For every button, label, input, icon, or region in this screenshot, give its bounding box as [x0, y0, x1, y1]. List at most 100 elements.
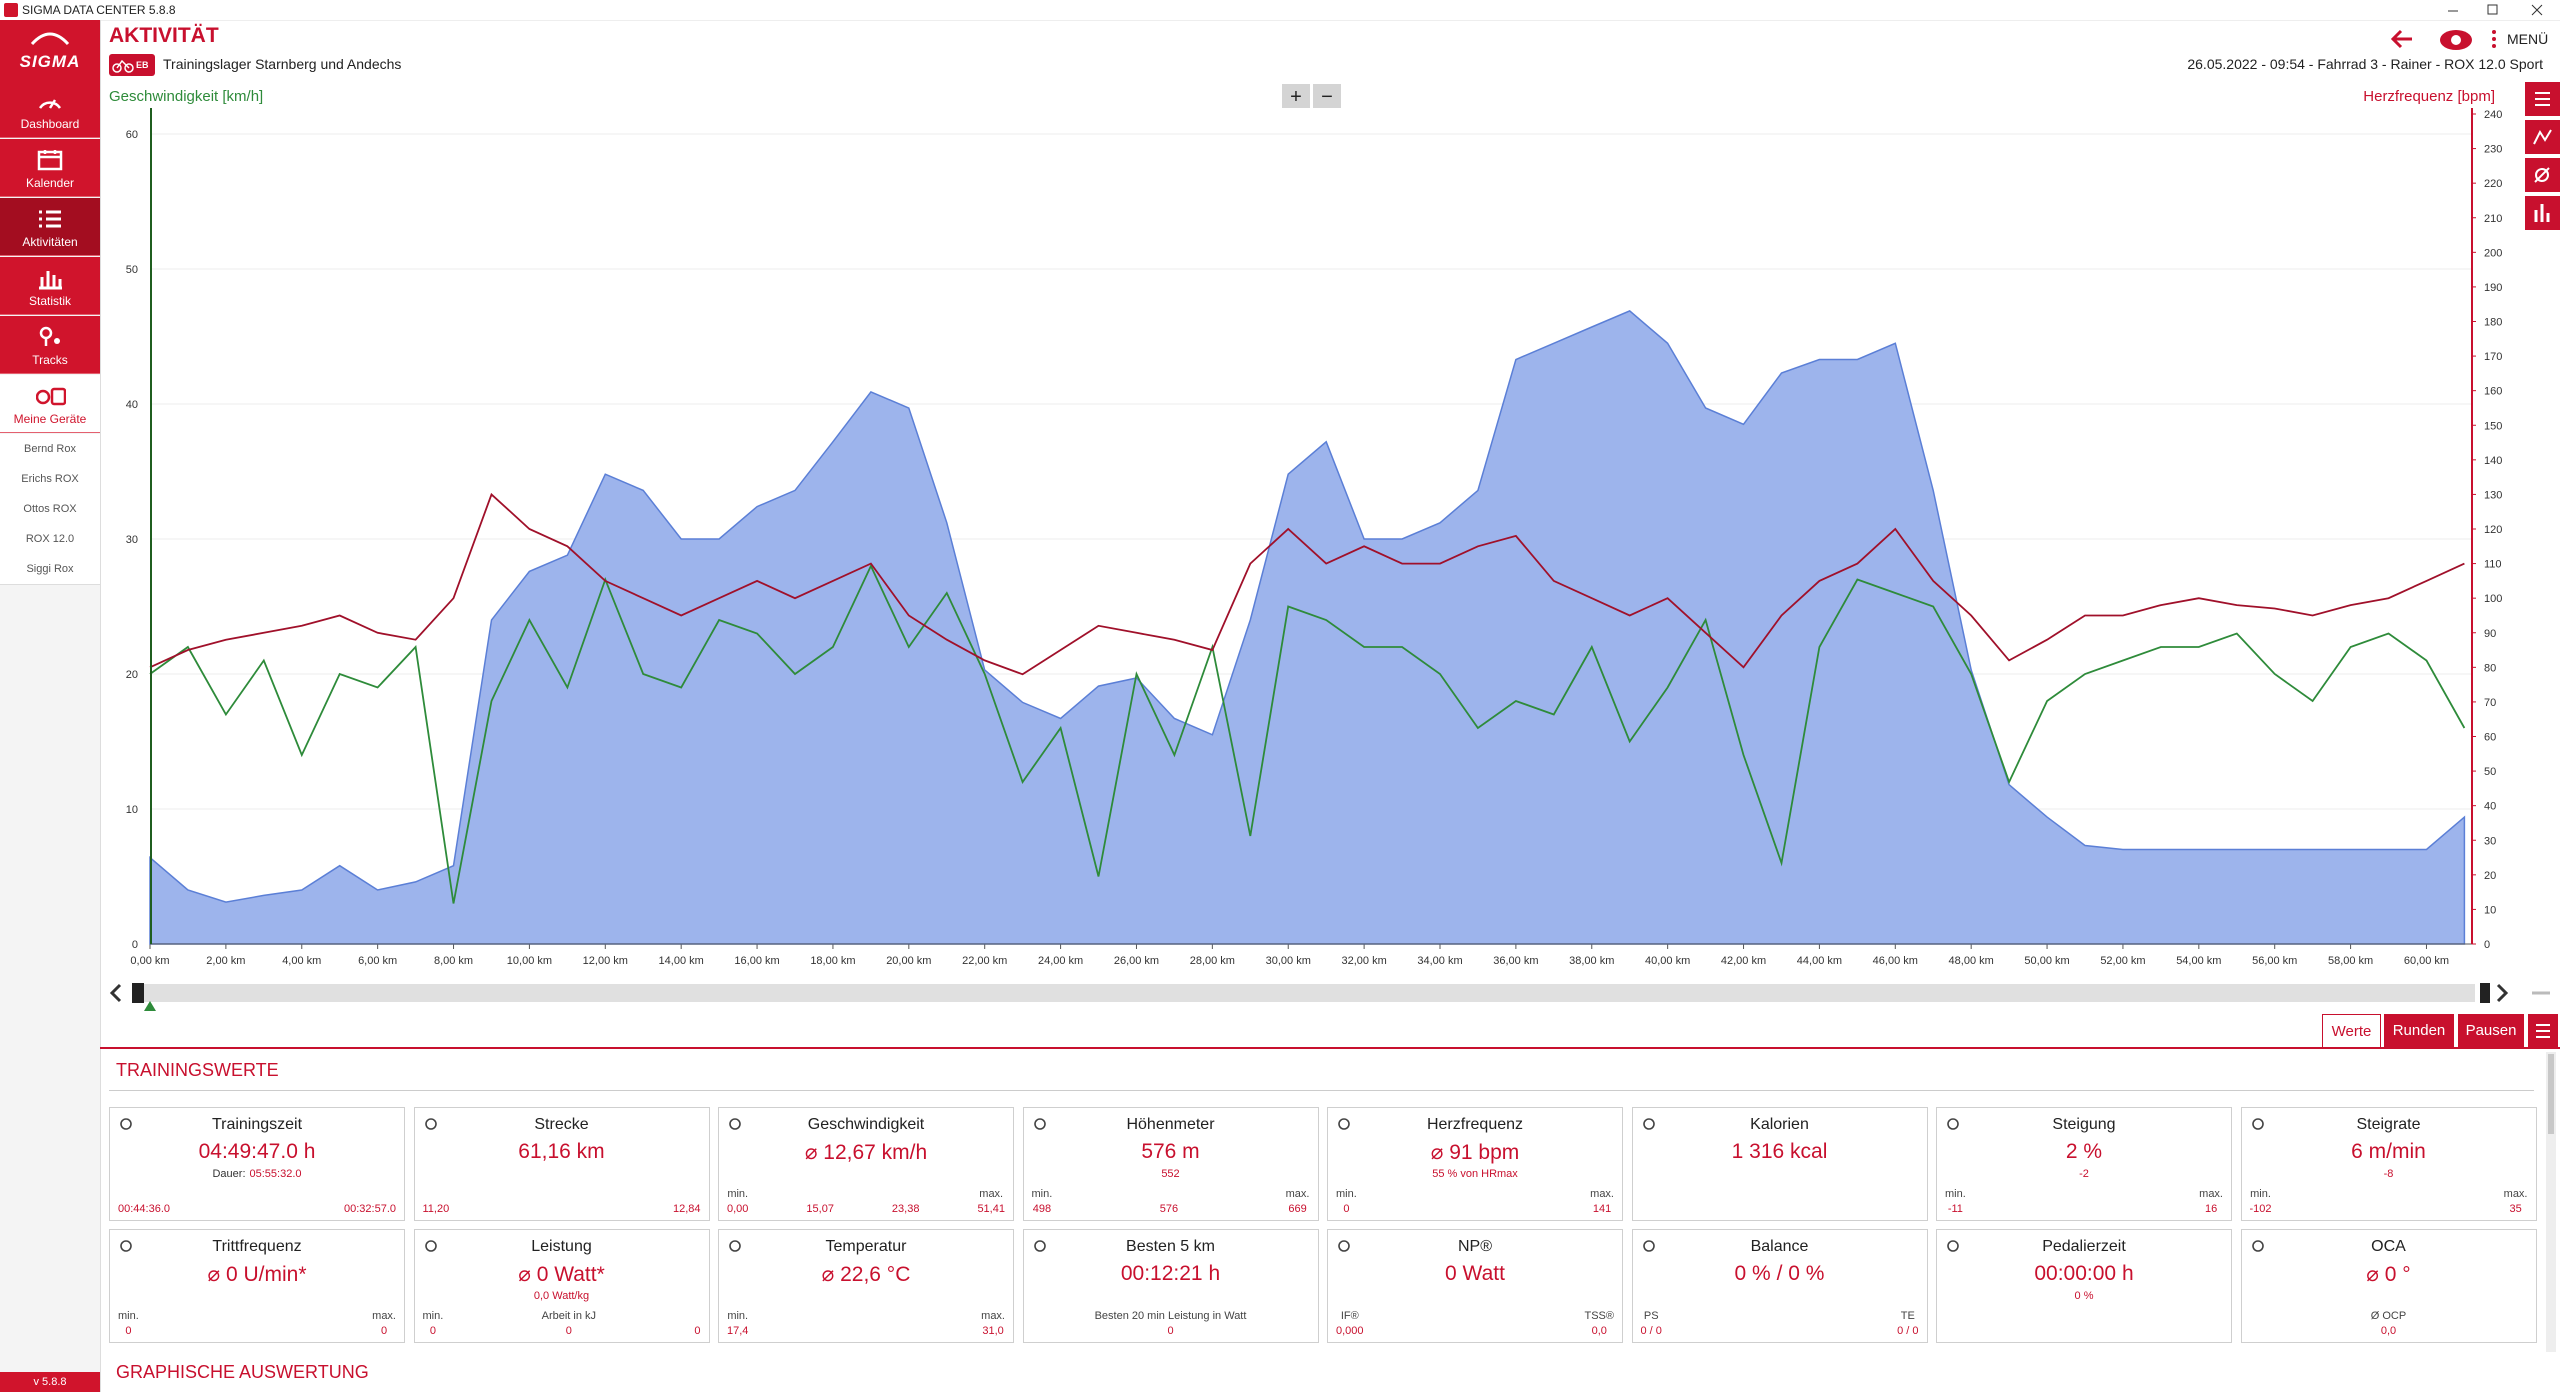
tab-runden[interactable]: Runden	[2384, 1014, 2454, 1047]
foot-value: 31,0	[982, 1325, 1004, 1337]
window-title: SIGMA DATA CENTER 5.8.8	[22, 3, 176, 17]
card-value: 04:49:47.0 h	[198, 1140, 316, 1163]
y2-tick-label: 180	[2484, 317, 2502, 329]
foot-value: -11	[1947, 1203, 1963, 1215]
nav-item[interactable]: Tracks	[0, 316, 100, 374]
stat-card: OCA ⌀ 0 ° Ø OCP 0,0	[2240, 1229, 2537, 1343]
timeline-scroller[interactable]	[100, 980, 2560, 1012]
device-item[interactable]: ROX 12.0	[0, 524, 100, 555]
zoom-in[interactable]: +	[1282, 84, 1310, 110]
header-icons[interactable]	[2390, 26, 2500, 52]
x-tick-label: 38,00 km	[1569, 955, 1614, 967]
foot-value: 0	[694, 1325, 701, 1337]
y2-tick-label: 230	[2484, 144, 2502, 156]
foot-item: max. 669	[1286, 1188, 1310, 1215]
foot-value: 0,00	[727, 1203, 749, 1215]
foot-item: max. 141	[1590, 1188, 1614, 1215]
y2-tick-label: 60	[2484, 732, 2496, 744]
foot-label: min.	[1945, 1188, 1966, 1200]
scroll-thumb[interactable]	[2548, 1054, 2554, 1134]
foot-value: 17,4	[727, 1325, 749, 1337]
nav-label: Kalender	[25, 176, 75, 190]
card-foot: min. -11 max. 16	[1945, 1188, 2223, 1215]
device-item[interactable]: Siggi Rox	[0, 554, 100, 585]
card-icon	[1947, 1240, 1959, 1252]
foot-label: min.	[2250, 1188, 2271, 1200]
tab-pausen[interactable]: Pausen	[2458, 1014, 2524, 1047]
card-title: Höhenmeter	[1126, 1116, 1215, 1133]
foot-value: 15,07	[806, 1203, 834, 1215]
foot-value: 23,38	[891, 1203, 920, 1215]
nav-item[interactable]: Aktivitäten	[0, 198, 100, 256]
device-item[interactable]: Bernd Rox	[0, 434, 100, 465]
card-foot: PS 0 / 0 TE 0 / 0	[1641, 1310, 1919, 1337]
x-tick-label: 12,00 km	[583, 955, 628, 967]
x-tick-label: 46,00 km	[1873, 955, 1918, 967]
card-title: Trittfrequenz	[212, 1238, 302, 1255]
window-controls[interactable]	[2440, 2, 2560, 18]
nav-item[interactable]: Statistik	[0, 257, 100, 315]
nav-label: Dashboard	[20, 117, 80, 131]
y2-tick-label: 0	[2484, 939, 2490, 951]
device-item[interactable]: Erichs ROX	[0, 464, 100, 495]
card-title: Herzfrequenz	[1426, 1116, 1524, 1133]
stat-card: Höhenmeter 576 m 552 min. 498 576 max. 669	[1022, 1107, 1319, 1221]
y-tick-label: 50	[126, 264, 138, 276]
y2-tick-label: 80	[2484, 662, 2496, 674]
nav-item[interactable]: Kalender	[0, 139, 100, 197]
stat-card: Steigung 2 % -2 min. -11 max. 16	[1936, 1107, 2232, 1221]
foot-label: min.	[727, 1310, 749, 1322]
y-tick-label: 40	[126, 399, 138, 411]
foot-item: IF® 0,000	[1336, 1310, 1364, 1337]
title-bar: SIGMA DATA CENTER 5.8.8	[0, 0, 2560, 21]
foot-item: min. 0	[118, 1310, 139, 1337]
x-tick-label: 20,00 km	[886, 955, 931, 967]
nav-label: Statistik	[28, 294, 71, 308]
card-icon	[729, 1240, 741, 1252]
card-title: Trainingszeit	[211, 1116, 303, 1133]
nav-item[interactable]: Dashboard	[0, 80, 100, 138]
zoom-out[interactable]: −	[1313, 84, 1341, 110]
card-title: Steigrate	[2356, 1116, 2421, 1133]
card-value: ⌀ 0 U/min*	[207, 1263, 307, 1286]
foot-value: 00:32:57.0	[344, 1203, 396, 1215]
scrollbar[interactable]	[2546, 1052, 2556, 1352]
x-tick-label: 56,00 km	[2252, 955, 2297, 967]
activity-badge: EB	[109, 54, 155, 76]
version: v 5.8.8	[0, 1372, 100, 1392]
card-value: ⌀ 22,6 °C	[821, 1263, 911, 1286]
foot-value: 498	[1032, 1203, 1052, 1215]
card-sub-value: 0,0 Watt/kg	[533, 1290, 590, 1302]
foot-value: 12,84	[672, 1203, 701, 1215]
card-icon	[1947, 1118, 1959, 1130]
chart-toolbar[interactable]	[2525, 82, 2560, 230]
stat-card: Leistung ⌀ 0 Watt* 0,0 Watt/kg min. 0 Arbeit …	[413, 1229, 710, 1343]
nav-item[interactable]: Meine Geräte	[0, 375, 100, 433]
x-tick-label: 22,00 km	[962, 955, 1007, 967]
x-tick-label: 14,00 km	[659, 955, 704, 967]
foot-item: 0	[694, 1310, 700, 1337]
chart: 0 10 20 30 40 50 60 0 10 20 30 40 50 60 70 80 90 100 110 12…	[126, 108, 2502, 967]
card-icon	[1033, 1118, 1046, 1130]
foot-item: max. 0	[372, 1310, 396, 1337]
y2-tick-label: 190	[2484, 282, 2502, 294]
x-tick-label: 48,00 km	[1949, 955, 1994, 967]
foot-value: 141	[1592, 1203, 1612, 1215]
x-tick-label: 44,00 km	[1797, 955, 1842, 967]
card-title: Pedalierzeit	[2042, 1238, 2126, 1255]
card-value: 0 % / 0 %	[1734, 1262, 1825, 1285]
y2-tick-label: 240	[2484, 109, 2502, 121]
tab-werte[interactable]: Werte	[2322, 1014, 2381, 1047]
card-foot: IF® 0,000 TSS® 0,0	[1336, 1310, 1614, 1337]
tab-list[interactable]	[2528, 1014, 2558, 1047]
card-title: Steigung	[2052, 1116, 2116, 1133]
y2-tick-label: 20	[2484, 870, 2496, 882]
menu-label[interactable]: MENÜ	[2507, 31, 2549, 47]
y2-tick-label: 100	[2484, 593, 2502, 605]
y2-tick-label: 70	[2484, 697, 2496, 709]
activity-name: Trainingslager Starnberg und Andechs	[163, 56, 402, 72]
nav-icon	[38, 99, 62, 109]
x-tick-label: 26,00 km	[1114, 955, 1159, 967]
device-item[interactable]: Ottos ROX	[0, 494, 100, 525]
